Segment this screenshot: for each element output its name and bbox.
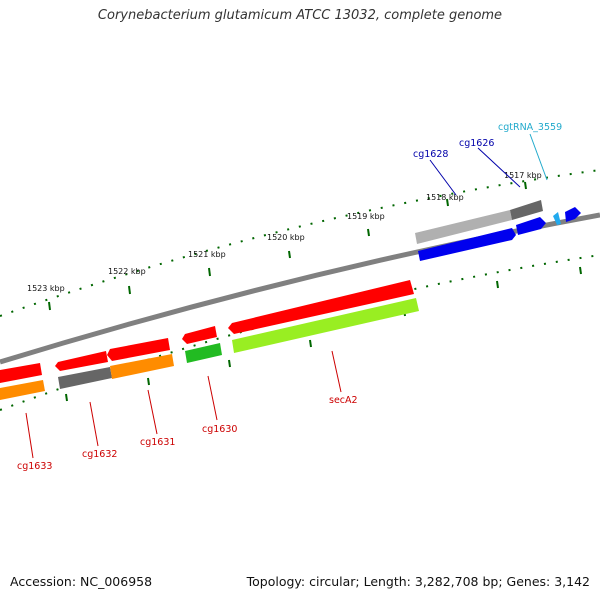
tick-label-1517: 1517 kbp [504, 171, 542, 180]
label-cg1626: cg1626 [459, 138, 494, 149]
gene-secA2-green-feature[interactable] [232, 298, 419, 353]
gene-cg1630-green-feature[interactable] [185, 343, 222, 363]
gene-cg1633-feature[interactable] [0, 363, 42, 383]
tick-label-1520: 1520 kbp [267, 233, 305, 242]
label-cg1631: cg1631 [140, 437, 175, 448]
label-cg1633: cg1633 [17, 461, 52, 472]
label-cg1632: cg1632 [82, 449, 117, 460]
gene-blue-1-feature[interactable] [418, 228, 516, 261]
gene-blue-3-feature[interactable] [565, 207, 581, 222]
gene-cg1626-feature[interactable] [510, 200, 543, 220]
gene-cg1630-feature[interactable] [182, 326, 217, 344]
tick-label-1519: 1519 kbp [347, 212, 385, 221]
gene-blue-2-feature[interactable] [516, 217, 546, 235]
tick-label-1523: 1523 kbp [27, 284, 65, 293]
inner-major-ticks [65, 266, 582, 402]
gene-cg1632-gray-feature[interactable] [58, 367, 112, 389]
tick-label-1518: 1518 kbp [426, 193, 464, 202]
label-cgtRNA-3559: cgtRNA_3559 [498, 122, 562, 133]
accession-text: Accession: NC_006958 [10, 574, 153, 589]
leader-lines [25, 133, 548, 459]
label-secA2: secA2 [329, 395, 358, 406]
outer-major-ticks [48, 181, 527, 311]
gene-cg1632-feature[interactable] [55, 351, 108, 371]
label-cg1628: cg1628 [413, 149, 448, 160]
gene-cg1631-feature[interactable] [107, 338, 170, 361]
gene-cg1631-orange-feature[interactable] [110, 354, 174, 379]
genome-backbone [0, 212, 600, 365]
map-title: Corynebacterium glutamicum ATCC 13032, c… [97, 8, 503, 23]
genome-stats-text: Topology: circular; Length: 3,282,708 bp… [246, 574, 590, 589]
label-cg1630: cg1630 [202, 424, 237, 435]
forward-genes [415, 200, 581, 261]
outer-scale-arc [0, 169, 600, 317]
gene-secA2-feature[interactable] [228, 280, 414, 334]
gene-cg1633-orange-feature[interactable] [0, 380, 45, 400]
tick-label-1522: 1522 kbp [108, 267, 146, 276]
gene-cgtRNA-3559-feature[interactable] [553, 212, 561, 225]
reverse-genes [0, 280, 419, 400]
tick-label-1521: 1521 kbp [188, 250, 226, 259]
gene-cg1628-feature[interactable] [415, 210, 512, 244]
